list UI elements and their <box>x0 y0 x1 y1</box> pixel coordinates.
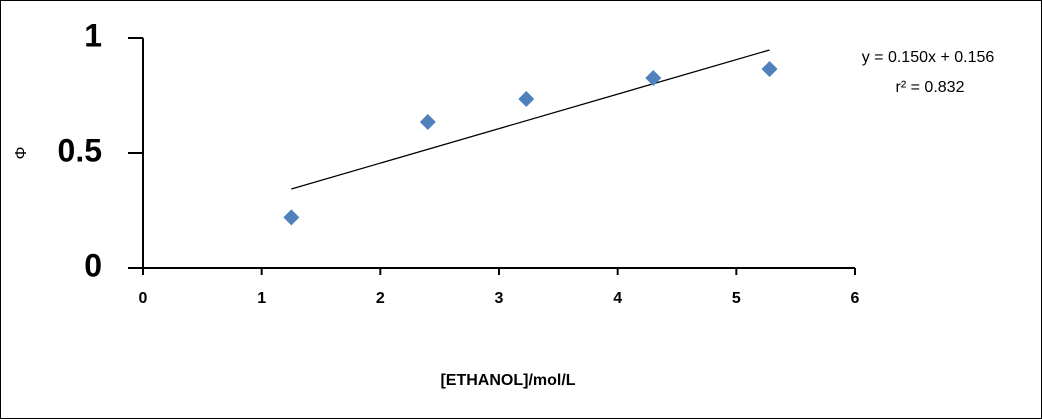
x-tick-label: 1 <box>257 290 266 307</box>
x-tick-label: 2 <box>376 290 385 307</box>
x-tick-label: 5 <box>732 290 741 307</box>
x-tick-label: 0 <box>139 290 148 307</box>
x-axis-label: [ETHANOL]/mol/L <box>440 372 575 389</box>
data-point <box>419 113 436 130</box>
trendline <box>291 49 770 190</box>
y-tick-label: 1 <box>84 17 102 53</box>
data-point <box>283 209 300 226</box>
y-tick-label: 0 <box>84 247 102 283</box>
data-point <box>761 61 778 78</box>
trendline-r-squared: r² = 0.832 <box>896 79 965 96</box>
trendline-equation: y = 0.150x + 0.156 <box>862 49 995 66</box>
x-tick-label: 3 <box>495 290 504 307</box>
y-tick-label: 0.5 <box>58 132 102 168</box>
data-point <box>645 70 662 87</box>
data-point <box>518 90 535 107</box>
y-axis-label: Φ <box>13 147 30 160</box>
x-tick-label: 6 <box>851 290 860 307</box>
x-tick-label: 4 <box>613 290 622 307</box>
